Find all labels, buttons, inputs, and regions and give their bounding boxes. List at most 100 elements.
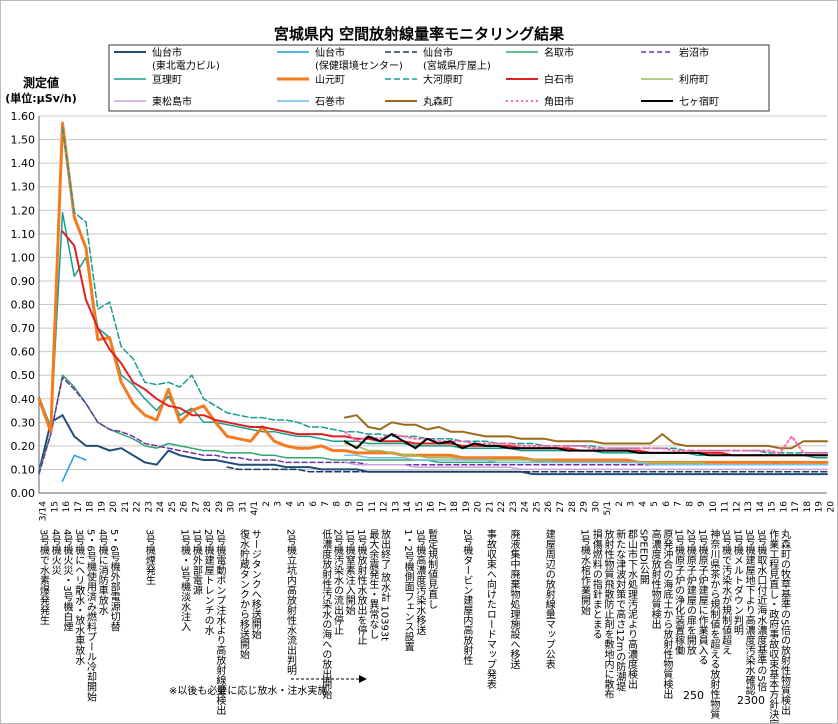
y-tick-label: 0.20: [11, 440, 36, 453]
event-annotation: 1号機水棺作業開始: [579, 529, 591, 616]
x-tick-label: 21: [485, 501, 495, 512]
y-axis-unit: (単位:μSv/h): [5, 91, 77, 105]
legend-label: 大河原町: [423, 73, 463, 86]
side-note: 250: [683, 689, 704, 702]
y-tick-label: 0.30: [11, 416, 36, 429]
series-line: [61, 230, 828, 457]
event-annotation: 1号機メルトダウン判明: [731, 529, 743, 636]
x-tick-label: 17: [438, 501, 448, 512]
event-annotation: 廃液集中廃棄物処理施設へ移送: [508, 528, 520, 670]
series-line: [343, 430, 828, 454]
event-annotation: 3号機で水素爆発発生: [38, 529, 50, 625]
x-tick-label: 28: [568, 501, 578, 513]
x-tick-label: 8: [333, 501, 343, 507]
event-annotation: 2号機タービン建屋内高放射性: [461, 529, 473, 666]
legend-label: (東北電力ビル): [152, 59, 220, 72]
x-tick-label: 10: [356, 501, 366, 513]
x-tick-label: 31: [238, 501, 248, 512]
x-tick-label: 3/14: [39, 501, 49, 521]
event-annotation: 3号機煙発生: [143, 529, 155, 585]
x-tick-label: 19: [815, 501, 825, 513]
legend-label: 仙台市: [423, 46, 453, 59]
x-tick-label: 30: [591, 501, 601, 513]
x-tick-label: 18: [86, 501, 96, 513]
x-tick-label: 18: [803, 501, 813, 513]
legend-label: 岩沼市: [679, 46, 709, 59]
event-annotation: SPEEDI公開: [637, 529, 649, 585]
event-annotation: 2号機汚染水の流出停止: [332, 529, 344, 635]
x-tick-label: 17: [74, 501, 84, 512]
legend-label: 山元町: [315, 74, 345, 86]
series-line: [61, 454, 87, 482]
x-tick-label: 26: [180, 501, 190, 513]
x-tick-label: 14: [756, 501, 766, 513]
legend-label: 角田市: [544, 95, 574, 108]
x-tick-label: 8: [685, 501, 695, 507]
x-tick-label: 16: [62, 501, 72, 513]
event-annotation: サージタンクへ移送開始: [249, 529, 261, 640]
x-tick-label: 11: [368, 501, 378, 512]
event-annotation: 3号機高濃度汚染水移送: [414, 529, 426, 636]
series-line: [344, 461, 828, 471]
x-tick-label: 27: [556, 501, 566, 512]
event-annotation: 1号機・3号機淡水注入: [179, 529, 191, 632]
x-tick-label: 18: [450, 501, 460, 513]
x-tick-label: 20: [474, 501, 484, 513]
x-tick-label: 4: [285, 501, 295, 507]
y-tick-label: 0.80: [11, 299, 36, 312]
x-tick-label: 7: [674, 501, 684, 507]
legend-label: 仙台市: [152, 46, 182, 59]
event-annotation: 放射性物質飛散防止剤を敷地内に散布: [602, 528, 614, 700]
x-tick-label: 24: [156, 501, 166, 513]
x-tick-label: 6: [309, 501, 319, 507]
x-tick-label: 29: [580, 501, 590, 513]
event-annotation: 新たな津波対策で高さ12mの防潮堤: [614, 528, 626, 692]
legend-label: 東松島市: [152, 95, 192, 108]
y-tick-label: 0.00: [11, 487, 36, 500]
series-line: [344, 454, 828, 466]
x-tick-label: 2: [615, 501, 625, 507]
y-tick-label: 0.10: [11, 463, 36, 476]
y-axis-label: 測定値: [23, 75, 59, 90]
x-tick-label: 19: [97, 501, 107, 513]
y-tick-label: 0.40: [11, 393, 36, 406]
x-tick-label: 23: [509, 501, 519, 512]
x-tick-label: 24: [521, 501, 531, 513]
legend-label: 石巻市: [315, 95, 345, 108]
footnote: ※以後も必要に応じ放水・注水実施: [169, 684, 327, 697]
x-tick-label: 10: [709, 501, 719, 513]
series-line: [61, 127, 828, 454]
legend-label: 丸森町: [423, 95, 453, 108]
event-annotation: 損傷燃料の指針まとまる: [590, 528, 602, 639]
x-tick-label: 28: [203, 501, 213, 513]
y-tick-label: 1.20: [11, 204, 36, 217]
footnote-arrowhead: [359, 675, 367, 683]
side-note: 2300: [737, 694, 765, 707]
x-tick-label: 23: [144, 501, 154, 512]
event-annotation: 事故収束へ向けたロードマップ発表: [484, 528, 496, 690]
x-tick-label: 19: [462, 501, 472, 513]
event-annotation: 1号機窒素注入開始: [343, 529, 355, 616]
event-annotation: 神奈川県茶から規制値を超える放射性物質: [708, 528, 720, 720]
series-line: [37, 121, 829, 464]
event-annotation: 4号機に消防車放水: [96, 529, 108, 615]
legend-label: 亘理町: [152, 74, 182, 86]
x-tick-label: 5: [650, 501, 660, 507]
x-tick-label: 20: [109, 501, 119, 513]
x-tick-label: 15: [768, 501, 778, 512]
event-annotation: 2号機電動ポンプ注水より高放射線量検出: [214, 529, 226, 715]
x-tick-label: 7: [321, 501, 331, 507]
y-tick-label: 1.60: [11, 110, 36, 123]
x-tick-label: 11: [721, 501, 731, 512]
x-tick-label: 20: [827, 501, 837, 513]
y-tick-label: 0.60: [11, 346, 36, 359]
legend-label: 白石市: [544, 73, 574, 86]
event-annotation: 4号機火災・3号機白煙: [61, 529, 73, 633]
event-annotation: 建屋周辺の放射線量マップ公表: [543, 528, 555, 670]
legend-label: (保健環境センター): [315, 59, 403, 72]
x-tick-label: 25: [532, 501, 542, 512]
y-tick-label: 0.70: [11, 322, 36, 335]
y-tick-label: 0.50: [11, 369, 36, 382]
